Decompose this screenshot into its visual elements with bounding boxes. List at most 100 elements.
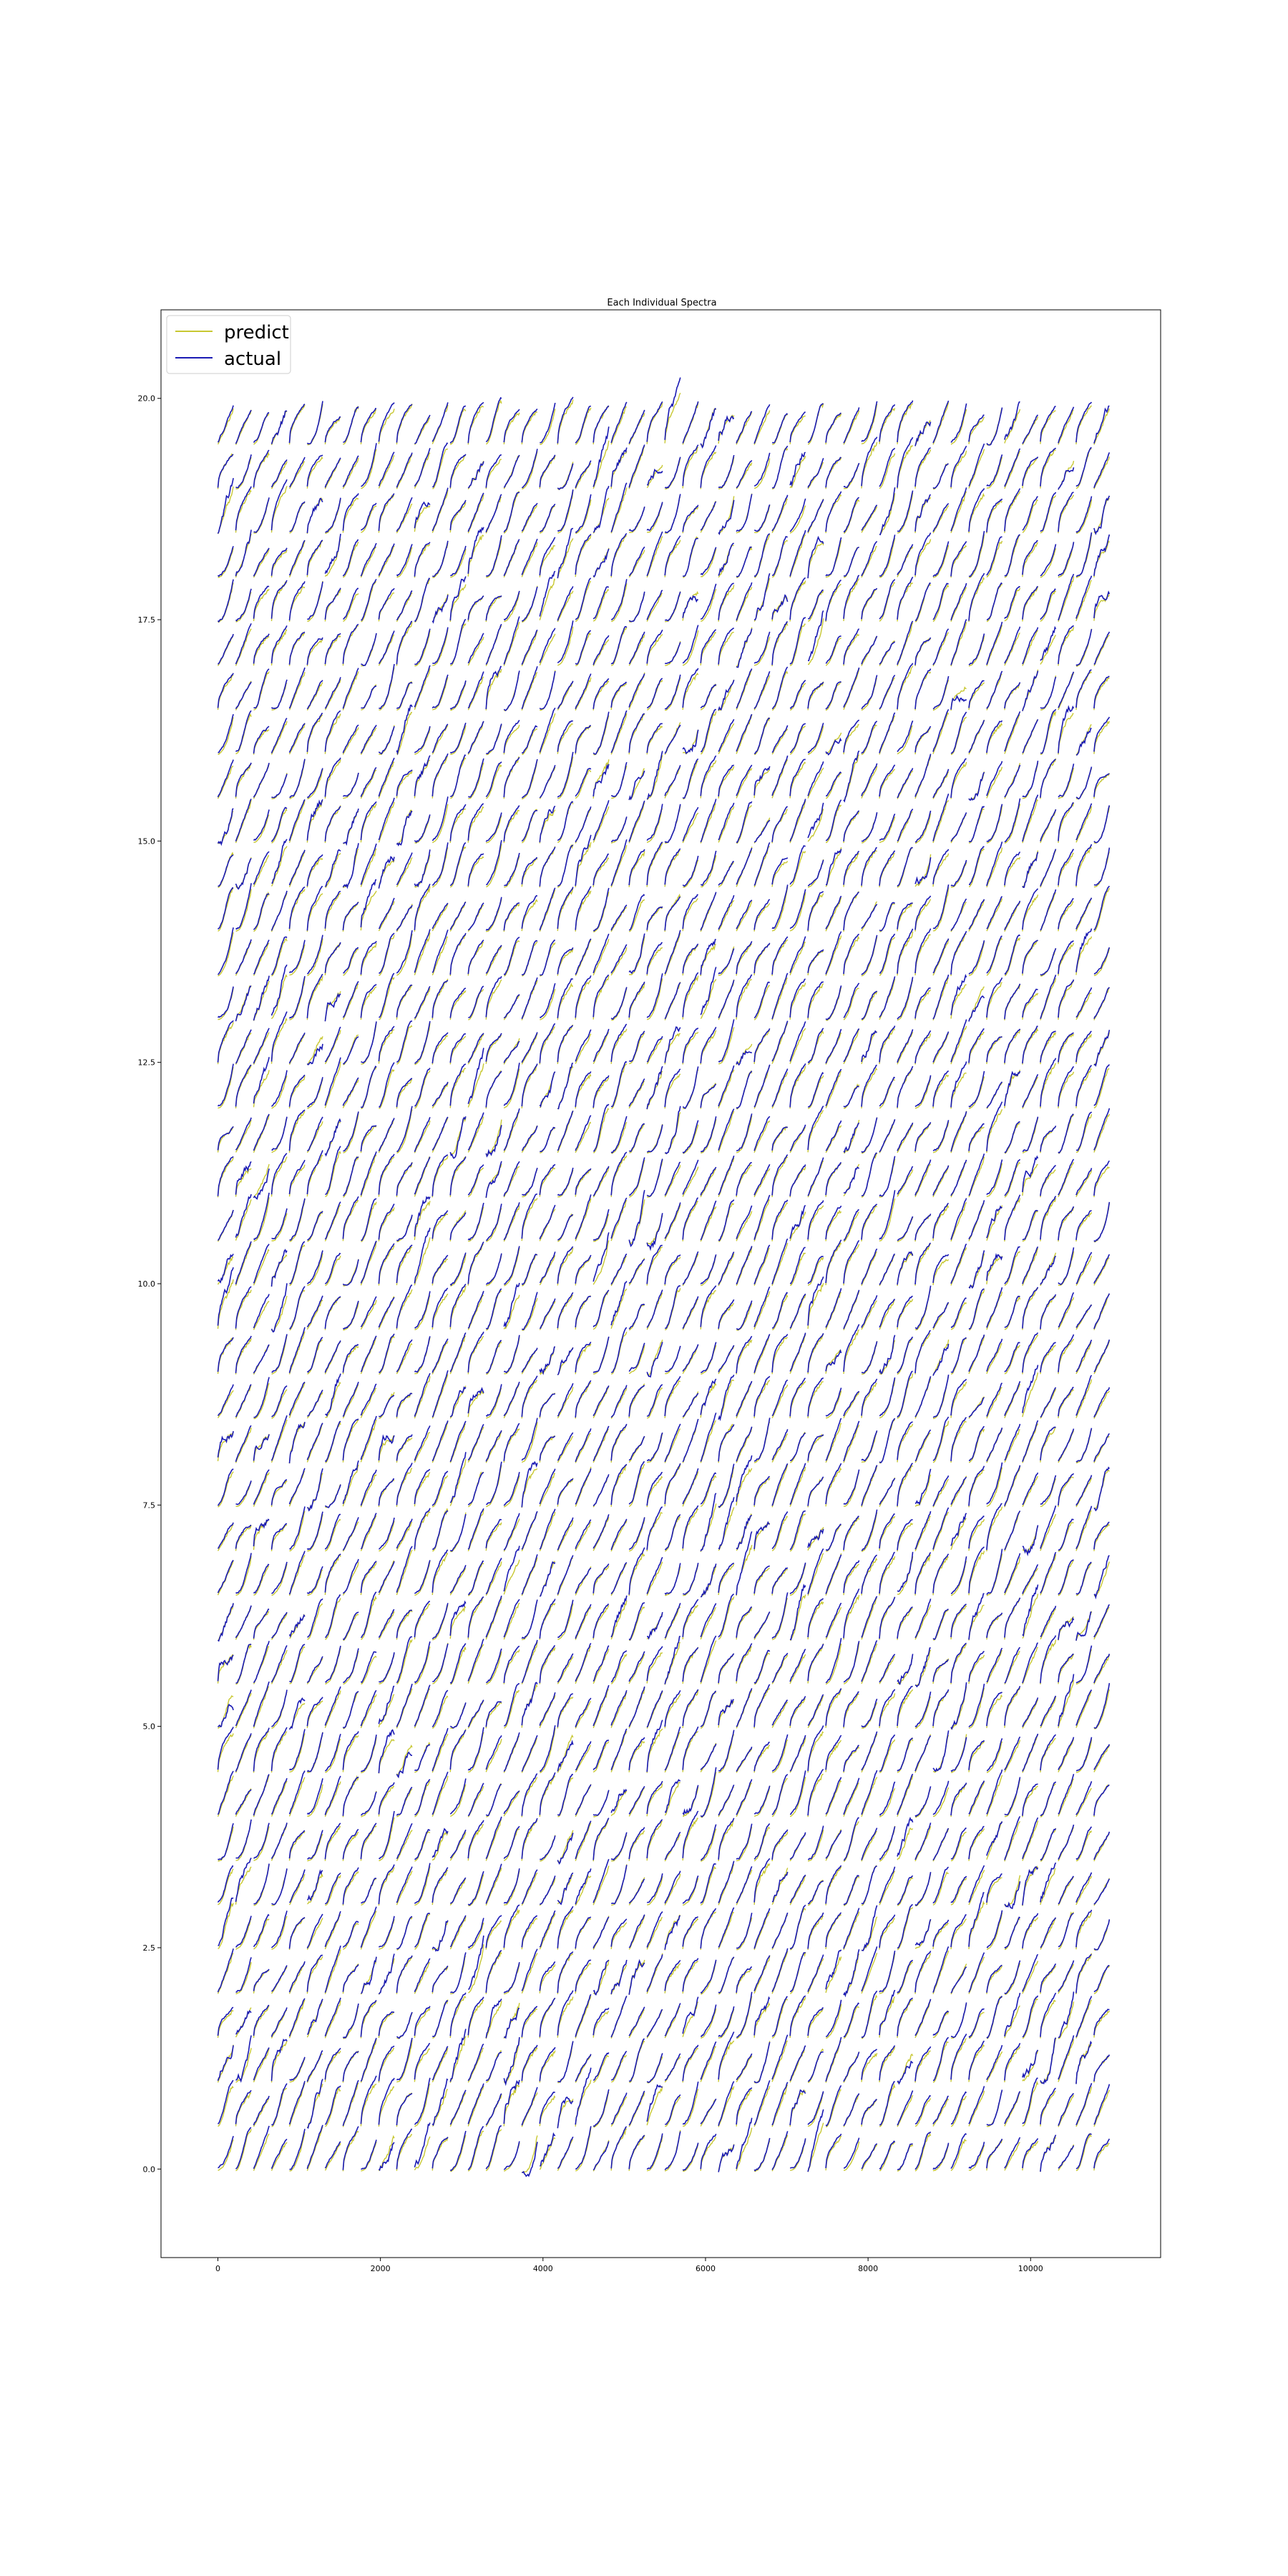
predict-line <box>771 2040 789 2082</box>
actual-line <box>414 1020 431 1064</box>
predict-line <box>1075 1034 1093 1065</box>
predict-line <box>468 1874 484 1907</box>
actual-line <box>414 1508 431 1550</box>
actual-line <box>253 893 270 930</box>
actual-line <box>271 2083 288 2126</box>
actual-line <box>628 1601 645 1641</box>
actual-line <box>628 1547 645 1595</box>
predict-line <box>521 1468 538 1508</box>
predict-line <box>592 1741 610 1773</box>
predict-line <box>342 1464 359 1507</box>
actual-line <box>1004 1881 1021 1910</box>
actual-line <box>718 1375 735 1422</box>
predict-line <box>914 1474 932 1507</box>
actual-line <box>664 1202 681 1239</box>
actual-line <box>324 757 341 797</box>
predict-line <box>1075 2086 1093 2127</box>
actual-line <box>1058 1653 1074 1683</box>
actual-line <box>522 2142 538 2177</box>
actual-line <box>914 637 932 665</box>
actual-line <box>270 1249 288 1287</box>
actual-line <box>396 1339 413 1372</box>
actual-line <box>557 1740 574 1772</box>
actual-line <box>539 940 555 976</box>
predict-line <box>468 762 484 799</box>
actual-line <box>539 1910 556 1948</box>
predict-line <box>771 1202 789 1241</box>
actual-line <box>718 454 735 489</box>
predict-line <box>628 1552 645 1596</box>
predict-line <box>360 727 377 755</box>
actual-line <box>771 1871 789 1903</box>
actual-line <box>610 1995 628 2038</box>
actual-line <box>557 1599 574 1639</box>
actual-line <box>771 1652 789 1683</box>
predict-line <box>771 861 789 887</box>
predict-line <box>665 2096 681 2127</box>
predict-line <box>414 1120 431 1153</box>
actual-line <box>771 1567 789 1594</box>
predict-line <box>1022 1820 1039 1861</box>
actual-line <box>270 718 288 753</box>
actual-line <box>324 849 341 887</box>
spectra-row <box>217 1935 1111 1998</box>
predict-line <box>485 2129 502 2172</box>
actual-line <box>1058 1247 1075 1285</box>
actual-line <box>789 1463 806 1505</box>
predict-line <box>306 857 323 888</box>
actual-line <box>771 972 789 1020</box>
actual-line <box>825 931 842 975</box>
actual-line <box>324 1775 341 1815</box>
predict-line <box>664 1165 681 1198</box>
predict-line <box>718 1596 735 1640</box>
actual-line <box>664 1870 681 1904</box>
actual-line <box>557 2136 574 2170</box>
spectra-row <box>217 1635 1111 1688</box>
actual-line <box>449 842 467 887</box>
actual-line <box>861 1509 878 1551</box>
actual-line <box>235 1335 252 1373</box>
x-axis: 0 2000 4000 6000 8000 10000 <box>215 2258 1043 2273</box>
actual-line <box>1075 728 1092 756</box>
predict-line <box>968 2145 985 2171</box>
actual-line <box>396 2128 413 2170</box>
actual-line <box>628 409 645 444</box>
actual-line <box>539 1393 555 1418</box>
actual-line <box>986 1382 1003 1417</box>
actual-line <box>306 401 323 445</box>
actual-line <box>736 411 753 444</box>
actual-line <box>843 1289 860 1330</box>
actual-line <box>843 719 860 753</box>
actual-line <box>1058 1875 1075 1905</box>
actual-line <box>897 847 913 887</box>
predict-line <box>825 1740 842 1772</box>
actual-line <box>628 2038 645 2082</box>
actual-line <box>503 492 520 533</box>
predict-line <box>539 633 556 666</box>
predict-line <box>753 458 771 489</box>
y-tick-label: 7.5 <box>143 1501 156 1510</box>
predict-line <box>808 1829 824 1862</box>
actual-line <box>753 841 771 886</box>
actual-line <box>1093 1254 1111 1284</box>
predict-line <box>467 1294 484 1330</box>
actual-line <box>986 1964 1002 1993</box>
actual-line <box>861 1030 877 1063</box>
predict-line <box>1093 634 1110 666</box>
actual-line <box>414 1560 431 1594</box>
actual-line <box>575 460 592 489</box>
predict-line <box>861 441 878 489</box>
actual-line <box>521 408 538 443</box>
actual-line <box>897 1903 913 1949</box>
actual-line <box>235 1286 252 1329</box>
actual-line <box>664 804 681 844</box>
predict-line <box>414 2136 431 2171</box>
actual-line <box>718 1860 735 1903</box>
predict-line <box>789 505 806 534</box>
actual-line <box>253 975 270 1021</box>
predict-line <box>521 1737 538 1773</box>
actual-line <box>968 1153 985 1196</box>
predict-line <box>1075 405 1092 444</box>
actual-line <box>414 849 431 888</box>
predict-line <box>825 638 841 666</box>
